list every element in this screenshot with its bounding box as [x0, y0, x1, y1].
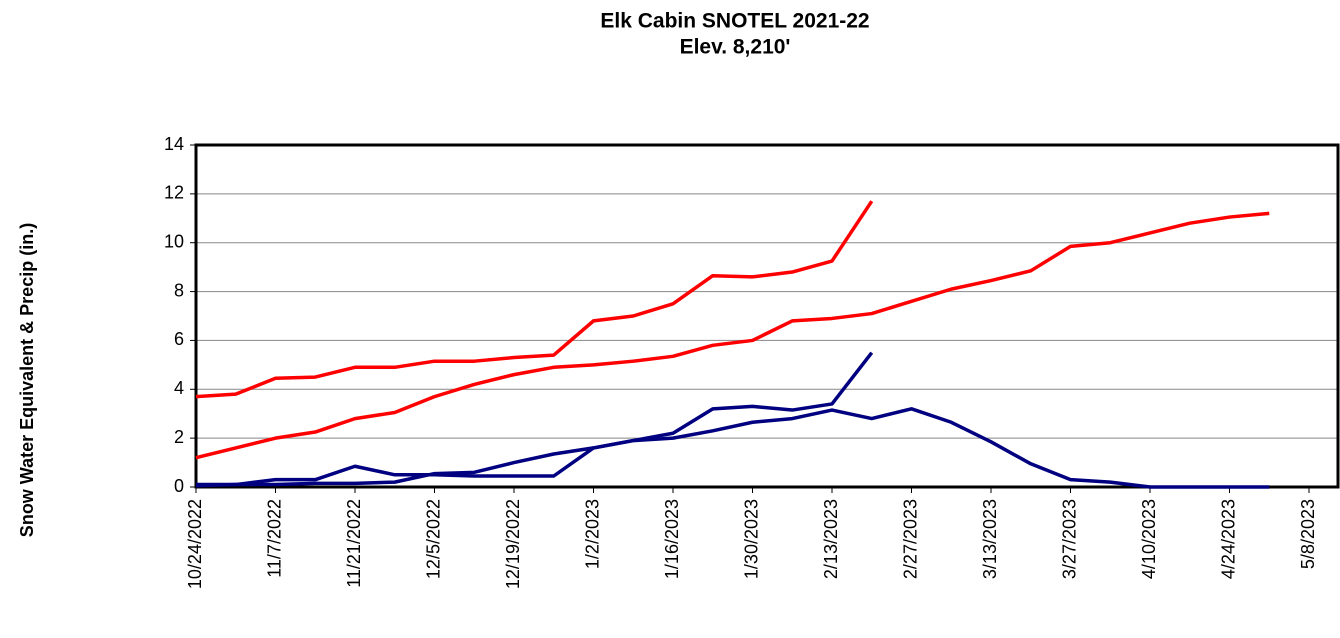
chart-title: Elk Cabin SNOTEL 2021-22 — [600, 10, 869, 33]
x-tick-label: 4/24/2023 — [1218, 499, 1238, 579]
y-tick-label: 14 — [164, 134, 184, 154]
series-line — [195, 200, 874, 399]
y-tick-label: 0 — [174, 476, 184, 496]
y-axis-title: Snow Water Equivalent & Precip (in.) — [17, 223, 37, 537]
y-tick-label: 12 — [164, 183, 184, 203]
x-tick-label: 5/8/2023 — [1298, 499, 1318, 569]
plot-border — [194, 143, 1340, 489]
series-line — [195, 211, 1270, 460]
x-tick-label: 3/13/2023 — [980, 499, 1000, 579]
x-tick-label: 2/27/2023 — [900, 499, 920, 579]
y-tick-label: 8 — [174, 280, 184, 300]
series-line — [196, 351, 874, 487]
x-tick-label: 1/30/2023 — [741, 499, 761, 579]
x-tick-label: 10/24/2022 — [185, 499, 205, 589]
x-tick-label: 4/10/2023 — [1139, 499, 1159, 579]
y-tick-label: 2 — [174, 427, 184, 447]
x-tick-label: 11/21/2022 — [344, 499, 364, 588]
x-tick-label: 2/13/2023 — [821, 499, 841, 579]
y-tick-label: 4 — [174, 378, 184, 398]
x-tick-label: 1/2/2023 — [582, 499, 602, 569]
x-tick-label: 11/7/2022 — [264, 499, 284, 578]
x-tick-label: 3/27/2023 — [1059, 499, 1079, 579]
x-tick-label: 12/19/2022 — [503, 499, 523, 589]
chart-subtitle: Elev. 8,210' — [680, 36, 791, 59]
y-tick-label: 10 — [164, 231, 184, 251]
x-tick-label: 1/16/2023 — [662, 499, 682, 579]
x-tick-label: 12/5/2022 — [423, 499, 443, 579]
y-tick-label: 6 — [174, 329, 184, 349]
series-line — [195, 407, 1270, 489]
